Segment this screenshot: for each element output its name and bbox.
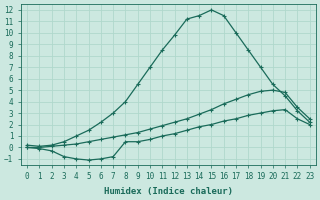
X-axis label: Humidex (Indice chaleur): Humidex (Indice chaleur) (104, 187, 233, 196)
